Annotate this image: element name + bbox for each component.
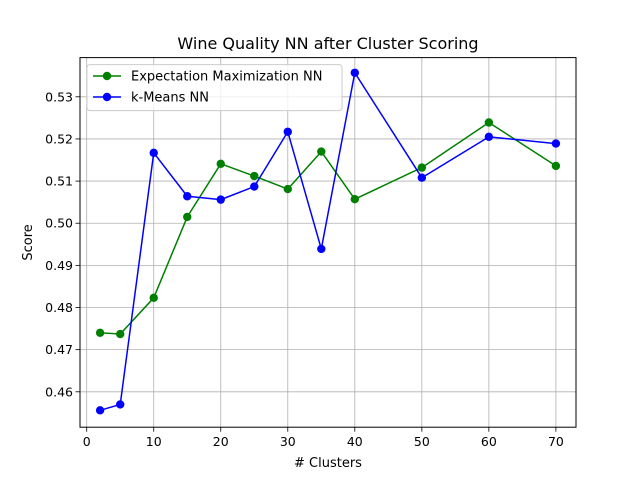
data-point — [216, 195, 225, 204]
y-tick-label: 0.48 — [45, 300, 73, 315]
chart-title: Wine Quality NN after Cluster Scoring — [177, 34, 478, 53]
data-point — [183, 192, 192, 201]
y-axis-label: Score — [21, 224, 36, 260]
data-point — [95, 328, 105, 337]
plot-frame — [79, 57, 577, 428]
x-tick-label: 20 — [213, 434, 229, 449]
x-tick-label: 70 — [548, 434, 564, 449]
legend-label: k-Means NN — [131, 91, 209, 106]
data-point — [484, 118, 494, 127]
series-0 — [95, 118, 561, 339]
grid — [80, 57, 576, 428]
y-tick-label: 0.50 — [45, 216, 73, 231]
data-point — [216, 159, 225, 169]
data-point — [116, 400, 125, 409]
data-point — [350, 195, 360, 204]
y-tick-label: 0.49 — [45, 258, 73, 273]
data-point — [484, 132, 494, 142]
legend-frame — [86, 64, 343, 112]
data-point — [149, 293, 158, 303]
data-point — [317, 147, 326, 156]
y-tick-label: 0.46 — [45, 384, 73, 399]
data-point — [283, 127, 292, 136]
data-point — [250, 171, 259, 181]
x-tick-label: 60 — [481, 434, 497, 449]
data-point — [417, 163, 427, 172]
series-1 — [95, 68, 561, 415]
x-tick-label: 0 — [83, 434, 91, 449]
data-point — [116, 329, 125, 339]
x-tick-label: 40 — [347, 434, 363, 449]
data-point — [250, 182, 259, 191]
y-tick-label: 0.47 — [45, 342, 73, 357]
legend-marker — [102, 92, 112, 102]
data-point — [551, 161, 561, 171]
y-tick-label: 0.52 — [45, 131, 73, 146]
y-tick-label: 0.53 — [45, 89, 73, 104]
legend-marker — [102, 71, 112, 81]
ticks: 0 10 20 30 40 50 60 70 0.46 0.47 0.48 0.49 0.50 0.51 0… — [45, 89, 564, 449]
x-tick-label: 30 — [280, 434, 296, 449]
legend-label: Expectation Maximization NN — [131, 70, 322, 85]
data-point — [417, 173, 427, 182]
data-point — [183, 212, 192, 222]
data-point — [95, 406, 105, 415]
series-line — [99, 72, 556, 412]
x-tick-label: 10 — [146, 434, 162, 449]
data-point — [551, 139, 561, 148]
legend: Expectation Maximization NN k-Means NN — [86, 64, 343, 112]
data-point — [149, 148, 158, 158]
x-tick-label: 50 — [414, 434, 430, 449]
data-point — [317, 244, 326, 254]
data-point — [283, 184, 292, 194]
series-layer — [95, 68, 561, 415]
data-point — [350, 68, 360, 77]
series-line — [100, 121, 557, 335]
x-axis-label: # Clusters — [294, 456, 362, 471]
y-tick-label: 0.51 — [45, 174, 73, 189]
